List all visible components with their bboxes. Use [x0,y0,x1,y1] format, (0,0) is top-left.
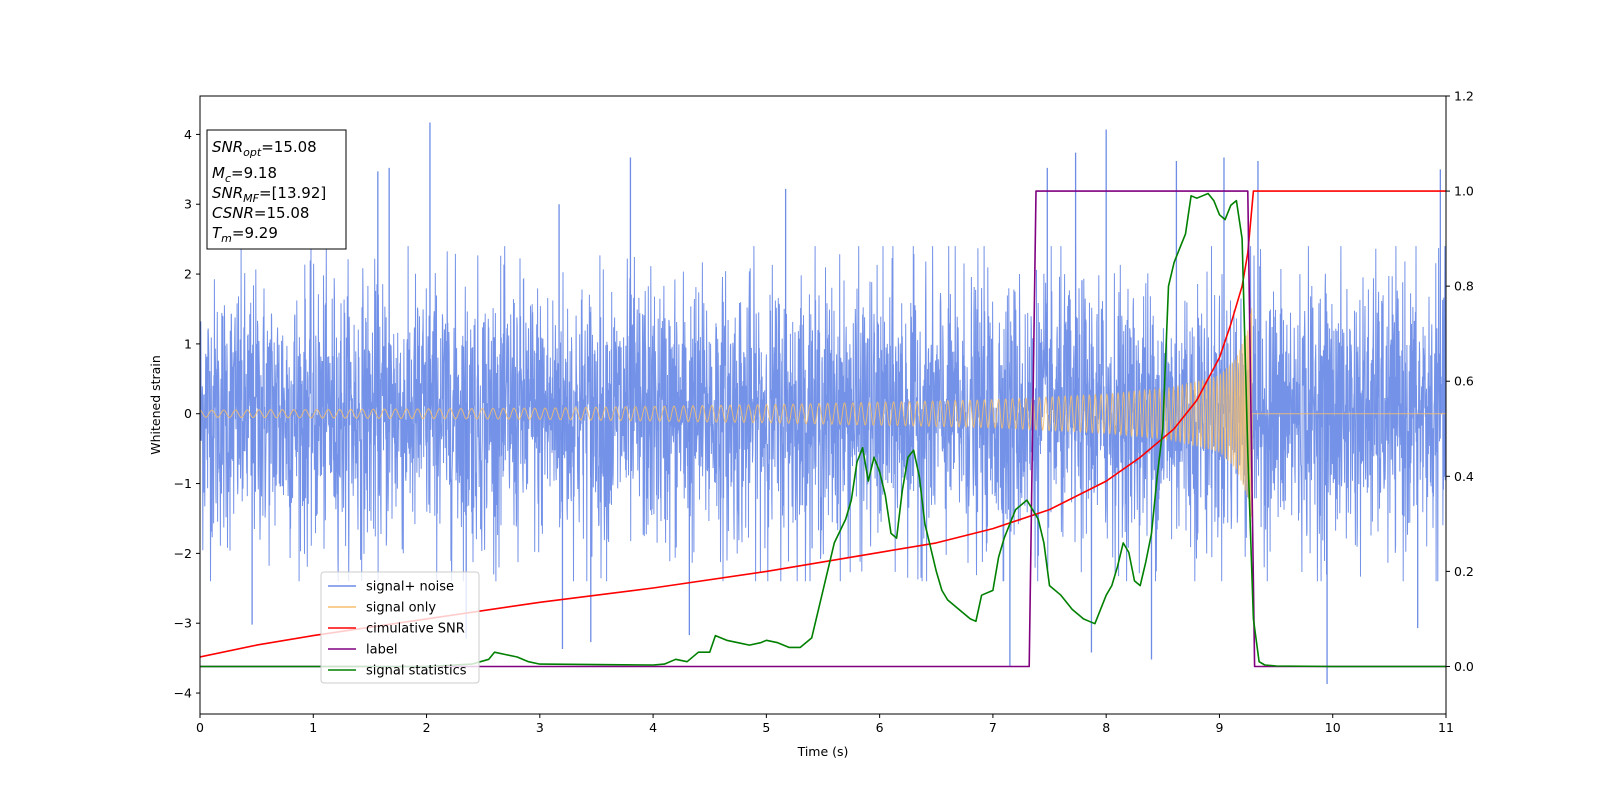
x-tick-label: 0 [196,720,204,735]
y-tick-label: −3 [174,616,192,631]
x-tick-label: 4 [649,720,657,735]
x-tick-label: 6 [876,720,884,735]
x-tick-label: 8 [1102,720,1110,735]
stats-line: SNRMF=[13.92] [212,184,326,205]
y2-tick-label: 0.2 [1454,564,1474,579]
y-tick-label: 1 [184,336,192,351]
stats-line: Tm=9.29 [212,224,278,245]
x-tick-label: 5 [762,720,770,735]
x-tick-label: 9 [1215,720,1223,735]
x-tick-label: 3 [536,720,544,735]
legend-label: signal+ noise [366,580,454,595]
y-tick-label: 4 [184,127,192,142]
series-signal-only [200,308,1446,523]
y2-tick-label: 0.6 [1454,374,1474,389]
legend-label: signal only [366,601,436,616]
x-tick-label: 1 [309,720,317,735]
y-axis-label: Whitened strain [148,355,163,454]
legend: signal+ noise signal only cimulative SNR la… [320,571,480,684]
x-tick-label: 7 [989,720,997,735]
series-signal-statistics [200,192,1446,668]
plot-area [200,122,1446,684]
y-tick-label: 0 [184,406,192,421]
y-tick-label: 2 [184,267,192,282]
y2-tick-label: 1.2 [1454,89,1474,104]
stats-line: Mc=9.18 [212,164,277,185]
y2-tick-label: 1.0 [1454,184,1474,199]
y-tick-label: 3 [184,197,192,212]
x-tick-label: 10 [1325,720,1341,735]
y-tick-label: −4 [174,686,192,701]
y2-tick-label: 0.8 [1454,279,1474,294]
stats-line: SNRopt=15.08 [212,138,317,159]
legend-label: label [366,643,397,658]
legend-label: signal statistics [366,664,467,679]
legend-label: cimulative SNR [366,622,465,637]
stats-annotation-box: SNRopt=15.08 Mc=9.18SNRMF=[13.92]CSNR=15.… [206,129,347,250]
stats-line: CSNR=15.08 [212,204,309,222]
series-signal-noise [200,246,1446,582]
y-tick-label: −2 [174,546,192,561]
x-axis-label: Time (s) [797,744,849,759]
plot-frame [199,95,1447,715]
x-tick-label: 2 [423,720,431,735]
x-tick-label: 11 [1438,720,1454,735]
y2-tick-label: 0.0 [1454,659,1474,674]
y-tick-label: −1 [174,476,192,491]
y2-tick-label: 0.4 [1454,469,1474,484]
